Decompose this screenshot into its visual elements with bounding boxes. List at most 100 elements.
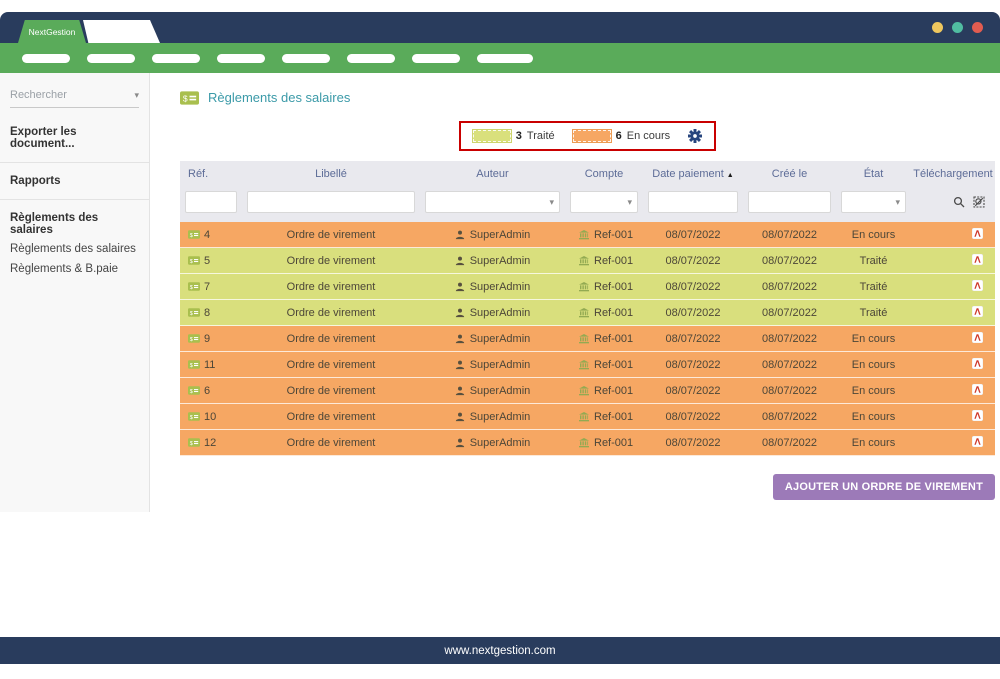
col-header-etat[interactable]: État	[863, 167, 884, 180]
compte-value: Ref-001	[594, 358, 634, 371]
banknote-icon: $	[188, 438, 200, 447]
auteur-value: SuperAdmin	[469, 358, 531, 371]
sort-asc-icon: ▲	[726, 171, 734, 179]
window-dot-yellow[interactable]	[932, 22, 943, 33]
pdf-download-icon[interactable]	[971, 357, 984, 372]
legend-item-traite: 3 Traité	[471, 129, 555, 143]
search-icon[interactable]	[953, 196, 965, 208]
date-paiement-cell: 08/07/2022	[665, 410, 721, 423]
date-paiement-cell: 08/07/2022	[665, 306, 721, 319]
filter-compte-select[interactable]: ▾	[570, 191, 638, 213]
col-header-cree-le[interactable]: Créé le	[771, 167, 808, 180]
payments-table: Réf. Libellé Auteur Compte Date paiement…	[180, 161, 995, 456]
col-header-telechargement[interactable]: Téléchargement	[913, 167, 993, 180]
cree-le-cell: 08/07/2022	[761, 436, 818, 449]
filter-actions	[911, 196, 995, 208]
table-row[interactable]: $5 Ordre de virement SuperAdmin Ref-001 08/0…	[180, 248, 995, 274]
svg-text:$: $	[190, 441, 193, 447]
table-row[interactable]: $11 Ordre de virement SuperAdmin Ref-001 08/…	[180, 352, 995, 378]
nav-pill[interactable]	[412, 53, 460, 63]
brand-tab[interactable]: NextGestion	[18, 20, 86, 43]
nav-pill[interactable]	[152, 53, 200, 63]
window-dot-red[interactable]	[972, 22, 983, 33]
pdf-download-icon[interactable]	[971, 279, 984, 294]
table-row[interactable]: $10 Ordre de virement SuperAdmin Ref-001 08/…	[180, 404, 995, 430]
bank-icon	[579, 385, 589, 396]
sidebar-item[interactable]: Rapports	[0, 163, 149, 200]
sidebar-item[interactable]: Règlements & B.paie	[10, 263, 119, 275]
libelle-cell: Ordre de virement	[286, 332, 376, 345]
pdf-download-icon[interactable]	[971, 305, 984, 320]
date-paiement-cell: 08/07/2022	[665, 254, 721, 267]
col-header-auteur[interactable]: Auteur	[476, 167, 509, 180]
user-icon	[455, 256, 465, 266]
pdf-download-icon[interactable]	[971, 331, 984, 346]
auteur-cell: SuperAdmin	[420, 281, 565, 293]
en-cours-label: En cours	[626, 130, 671, 142]
filter-ref-input[interactable]	[185, 191, 237, 213]
pdf-download-icon[interactable]	[971, 435, 984, 450]
window-dot-green[interactable]	[952, 22, 963, 33]
table-row[interactable]: $12 Ordre de virement SuperAdmin Ref-001 08/…	[180, 430, 995, 456]
cree-le-cell: 08/07/2022	[761, 280, 818, 293]
table-row[interactable]: $4 Ordre de virement SuperAdmin Ref-001 08/0…	[180, 222, 995, 248]
banknote-icon: $	[188, 360, 200, 369]
search-placeholder: Rechercher	[10, 89, 67, 101]
compte-value: Ref-001	[594, 254, 634, 267]
user-icon	[455, 230, 465, 240]
main-navbar	[0, 43, 1000, 73]
table-row[interactable]: $8 Ordre de virement SuperAdmin Ref-001 08/0…	[180, 300, 995, 326]
traite-count: 3	[515, 130, 522, 142]
user-icon	[455, 282, 465, 292]
traite-color-swatch	[471, 129, 512, 143]
compte-value: Ref-001	[594, 436, 634, 449]
add-transfer-order-button[interactable]: AJOUTER UN ORDRE DE VIREMENT	[772, 474, 995, 500]
svg-text:$: $	[190, 337, 193, 343]
nav-pill[interactable]	[22, 53, 70, 63]
col-header-ref[interactable]: Réf.	[188, 167, 209, 180]
filter-etat-select[interactable]: ▾	[841, 191, 906, 213]
table-row[interactable]: $7 Ordre de virement SuperAdmin Ref-001 08/0…	[180, 274, 995, 300]
filter-auteur-select[interactable]: ▾	[425, 191, 560, 213]
table-row[interactable]: $6 Ordre de virement SuperAdmin Ref-001 08/0…	[180, 378, 995, 404]
col-header-libelle[interactable]: Libellé	[315, 167, 347, 180]
svg-text:$: $	[190, 389, 193, 395]
bank-icon	[579, 229, 589, 240]
nav-pill[interactable]	[477, 53, 533, 63]
filter-date-paiement-input[interactable]	[648, 191, 738, 213]
telechargement-cell	[911, 331, 995, 346]
pdf-download-icon[interactable]	[971, 383, 984, 398]
cree-le-cell: 08/07/2022	[761, 306, 818, 319]
nav-pill[interactable]	[347, 53, 395, 63]
sidebar-item[interactable]: Exporter les document...	[0, 114, 149, 163]
clear-search-icon[interactable]	[973, 196, 985, 208]
pdf-download-icon[interactable]	[971, 409, 984, 424]
en-cours-count: 6	[615, 130, 622, 142]
table-row[interactable]: $9 Ordre de virement SuperAdmin Ref-001 08/0…	[180, 326, 995, 352]
ref-value: 8	[204, 306, 211, 319]
secondary-tab[interactable]	[83, 20, 160, 43]
bank-icon	[579, 281, 589, 292]
col-header-compte[interactable]: Compte	[584, 167, 624, 180]
auteur-cell: SuperAdmin	[420, 385, 565, 397]
sidebar-item[interactable]: Règlements des salaires	[10, 243, 136, 255]
pdf-download-icon[interactable]	[971, 227, 984, 242]
nav-pill[interactable]	[217, 53, 265, 63]
etat-cell: En cours	[851, 384, 896, 397]
filter-cree-le-input[interactable]	[748, 191, 831, 213]
compte-cell: Ref-001	[565, 411, 643, 423]
footer-url[interactable]: www.nextgestion.com	[444, 644, 556, 657]
sidebar-search-select[interactable]: Rechercher ▾	[10, 87, 139, 108]
pdf-download-icon[interactable]	[971, 253, 984, 268]
libelle-cell: Ordre de virement	[286, 410, 376, 423]
nav-pill[interactable]	[282, 53, 330, 63]
gear-icon[interactable]	[688, 129, 703, 143]
user-icon	[455, 438, 465, 448]
chevron-down-icon: ▾	[549, 196, 554, 207]
sidebar-item[interactable]: Règlements des salaires	[10, 212, 99, 236]
filter-libelle-input[interactable]	[247, 191, 415, 213]
banknote-icon: $	[188, 230, 200, 239]
nav-pill[interactable]	[87, 53, 135, 63]
libelle-cell: Ordre de virement	[286, 280, 376, 293]
col-header-date-paiement[interactable]: Date paiement ▲	[643, 168, 743, 180]
